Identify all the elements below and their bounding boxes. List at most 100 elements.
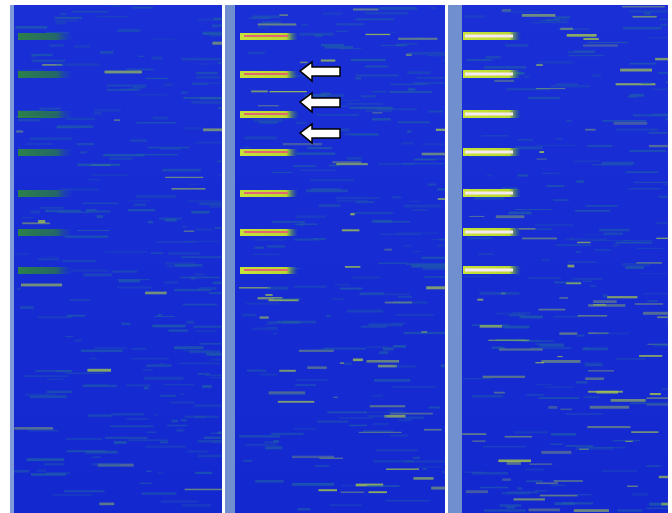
speckle [607, 296, 638, 299]
speckle [351, 276, 381, 279]
speckle [127, 439, 169, 441]
speckle [588, 370, 614, 372]
speckle [80, 151, 87, 154]
speckle [334, 284, 350, 286]
speckle [545, 386, 575, 388]
speckle [411, 264, 445, 268]
speckle [443, 59, 445, 62]
speckle [584, 363, 603, 367]
speckle [55, 127, 78, 129]
speckle [37, 316, 72, 319]
speckle [30, 137, 72, 141]
speckle [106, 84, 147, 87]
speckle [439, 238, 445, 241]
speckle [296, 379, 328, 381]
speckle [545, 18, 560, 21]
speckle [346, 103, 383, 105]
speckle [341, 229, 360, 232]
speckle [279, 14, 289, 16]
speckle [195, 71, 218, 75]
speckle [159, 217, 182, 220]
speckle [20, 306, 34, 309]
speckle [266, 117, 298, 120]
speckle [21, 217, 34, 219]
speckle [94, 109, 121, 112]
speckle [82, 202, 119, 204]
speckle [538, 308, 566, 311]
speckle [171, 188, 206, 190]
speckle [371, 219, 393, 223]
speckle [540, 19, 568, 22]
speckle [87, 414, 113, 417]
speckle [536, 158, 547, 160]
speckle [294, 223, 318, 225]
speckle [265, 323, 277, 325]
speckle [55, 20, 78, 22]
speckle [625, 440, 633, 442]
speckle [299, 61, 308, 64]
speckle [583, 361, 603, 365]
speckle [63, 490, 105, 493]
speckle [295, 215, 326, 218]
speckle [199, 202, 222, 205]
speckle [210, 432, 222, 435]
speckle [312, 238, 327, 240]
speckle [524, 76, 530, 78]
speckle [535, 482, 558, 485]
speckle [565, 238, 607, 241]
speckle [160, 500, 199, 503]
speckle [528, 508, 560, 512]
speckle [143, 386, 149, 390]
speckle [357, 107, 394, 109]
speckle [421, 331, 428, 333]
speckle [601, 469, 638, 472]
speckle [556, 138, 562, 140]
speckle [379, 7, 417, 10]
speckle [145, 445, 187, 448]
speckle [568, 51, 596, 53]
speckle [271, 432, 304, 435]
speckle [127, 200, 152, 202]
speckle [644, 11, 651, 15]
speckle [630, 402, 668, 405]
speckle [521, 14, 556, 17]
speckle [127, 209, 156, 212]
speckle [365, 33, 391, 36]
speckle [404, 43, 418, 45]
speckle [372, 118, 391, 121]
speckle [501, 187, 518, 190]
speckle [217, 160, 222, 163]
speckle [261, 21, 281, 24]
speckle [577, 315, 608, 317]
speckle [387, 409, 404, 412]
streak-core [244, 192, 288, 194]
speckle [376, 108, 418, 110]
speckle [623, 240, 653, 241]
speckle [407, 130, 412, 133]
speckle [403, 331, 445, 335]
speckle [471, 395, 504, 398]
speckle [501, 292, 506, 295]
streak-core [465, 112, 513, 116]
speckle [355, 18, 395, 21]
speckle [98, 236, 106, 238]
speckle [615, 241, 653, 244]
speckle [151, 56, 163, 60]
speckle [194, 404, 222, 407]
speckle [188, 183, 198, 185]
speckle [396, 232, 439, 234]
speckle [372, 422, 390, 426]
speckle [179, 393, 186, 395]
speckle [410, 265, 421, 268]
speckle [112, 270, 138, 273]
speckle [220, 43, 222, 44]
speckle [622, 26, 662, 30]
speckle [145, 291, 167, 295]
speckle [406, 53, 412, 56]
streak-core [465, 34, 513, 38]
speckle [665, 81, 668, 84]
speckle [384, 292, 410, 296]
speckle [659, 18, 668, 21]
speckle [291, 482, 335, 486]
speckle [150, 252, 164, 254]
